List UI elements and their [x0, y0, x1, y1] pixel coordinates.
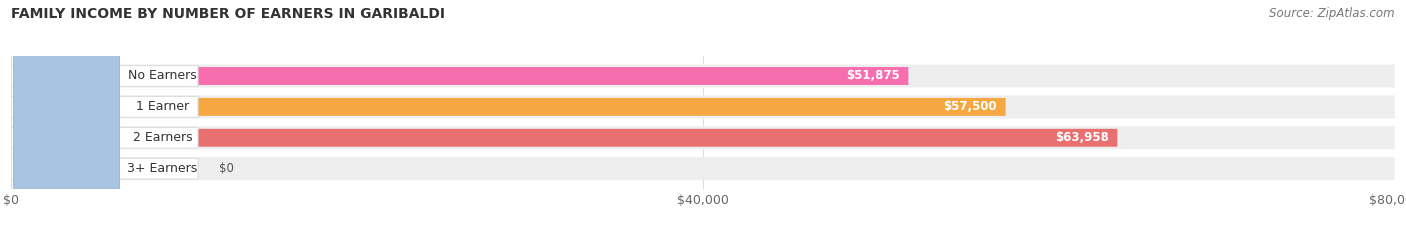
Text: $57,500: $57,500 [943, 100, 997, 113]
FancyBboxPatch shape [11, 65, 198, 86]
Text: $0: $0 [219, 162, 233, 175]
Text: No Earners: No Earners [128, 69, 197, 82]
FancyBboxPatch shape [11, 67, 908, 85]
FancyBboxPatch shape [11, 96, 198, 117]
Text: 2 Earners: 2 Earners [132, 131, 193, 144]
FancyBboxPatch shape [11, 126, 1395, 149]
Circle shape [14, 0, 120, 233]
Text: Source: ZipAtlas.com: Source: ZipAtlas.com [1270, 7, 1395, 20]
FancyBboxPatch shape [11, 129, 1118, 147]
Text: $51,875: $51,875 [846, 69, 900, 82]
Text: $63,958: $63,958 [1054, 131, 1109, 144]
FancyBboxPatch shape [11, 64, 1395, 88]
Circle shape [14, 0, 120, 233]
Text: FAMILY INCOME BY NUMBER OF EARNERS IN GARIBALDI: FAMILY INCOME BY NUMBER OF EARNERS IN GA… [11, 7, 446, 21]
Text: 1 Earner: 1 Earner [136, 100, 188, 113]
FancyBboxPatch shape [11, 98, 1005, 116]
FancyBboxPatch shape [11, 157, 1395, 180]
Text: 3+ Earners: 3+ Earners [128, 162, 198, 175]
Circle shape [14, 0, 120, 233]
Circle shape [14, 0, 120, 233]
FancyBboxPatch shape [11, 95, 1395, 118]
FancyBboxPatch shape [11, 158, 198, 179]
FancyBboxPatch shape [11, 127, 198, 148]
